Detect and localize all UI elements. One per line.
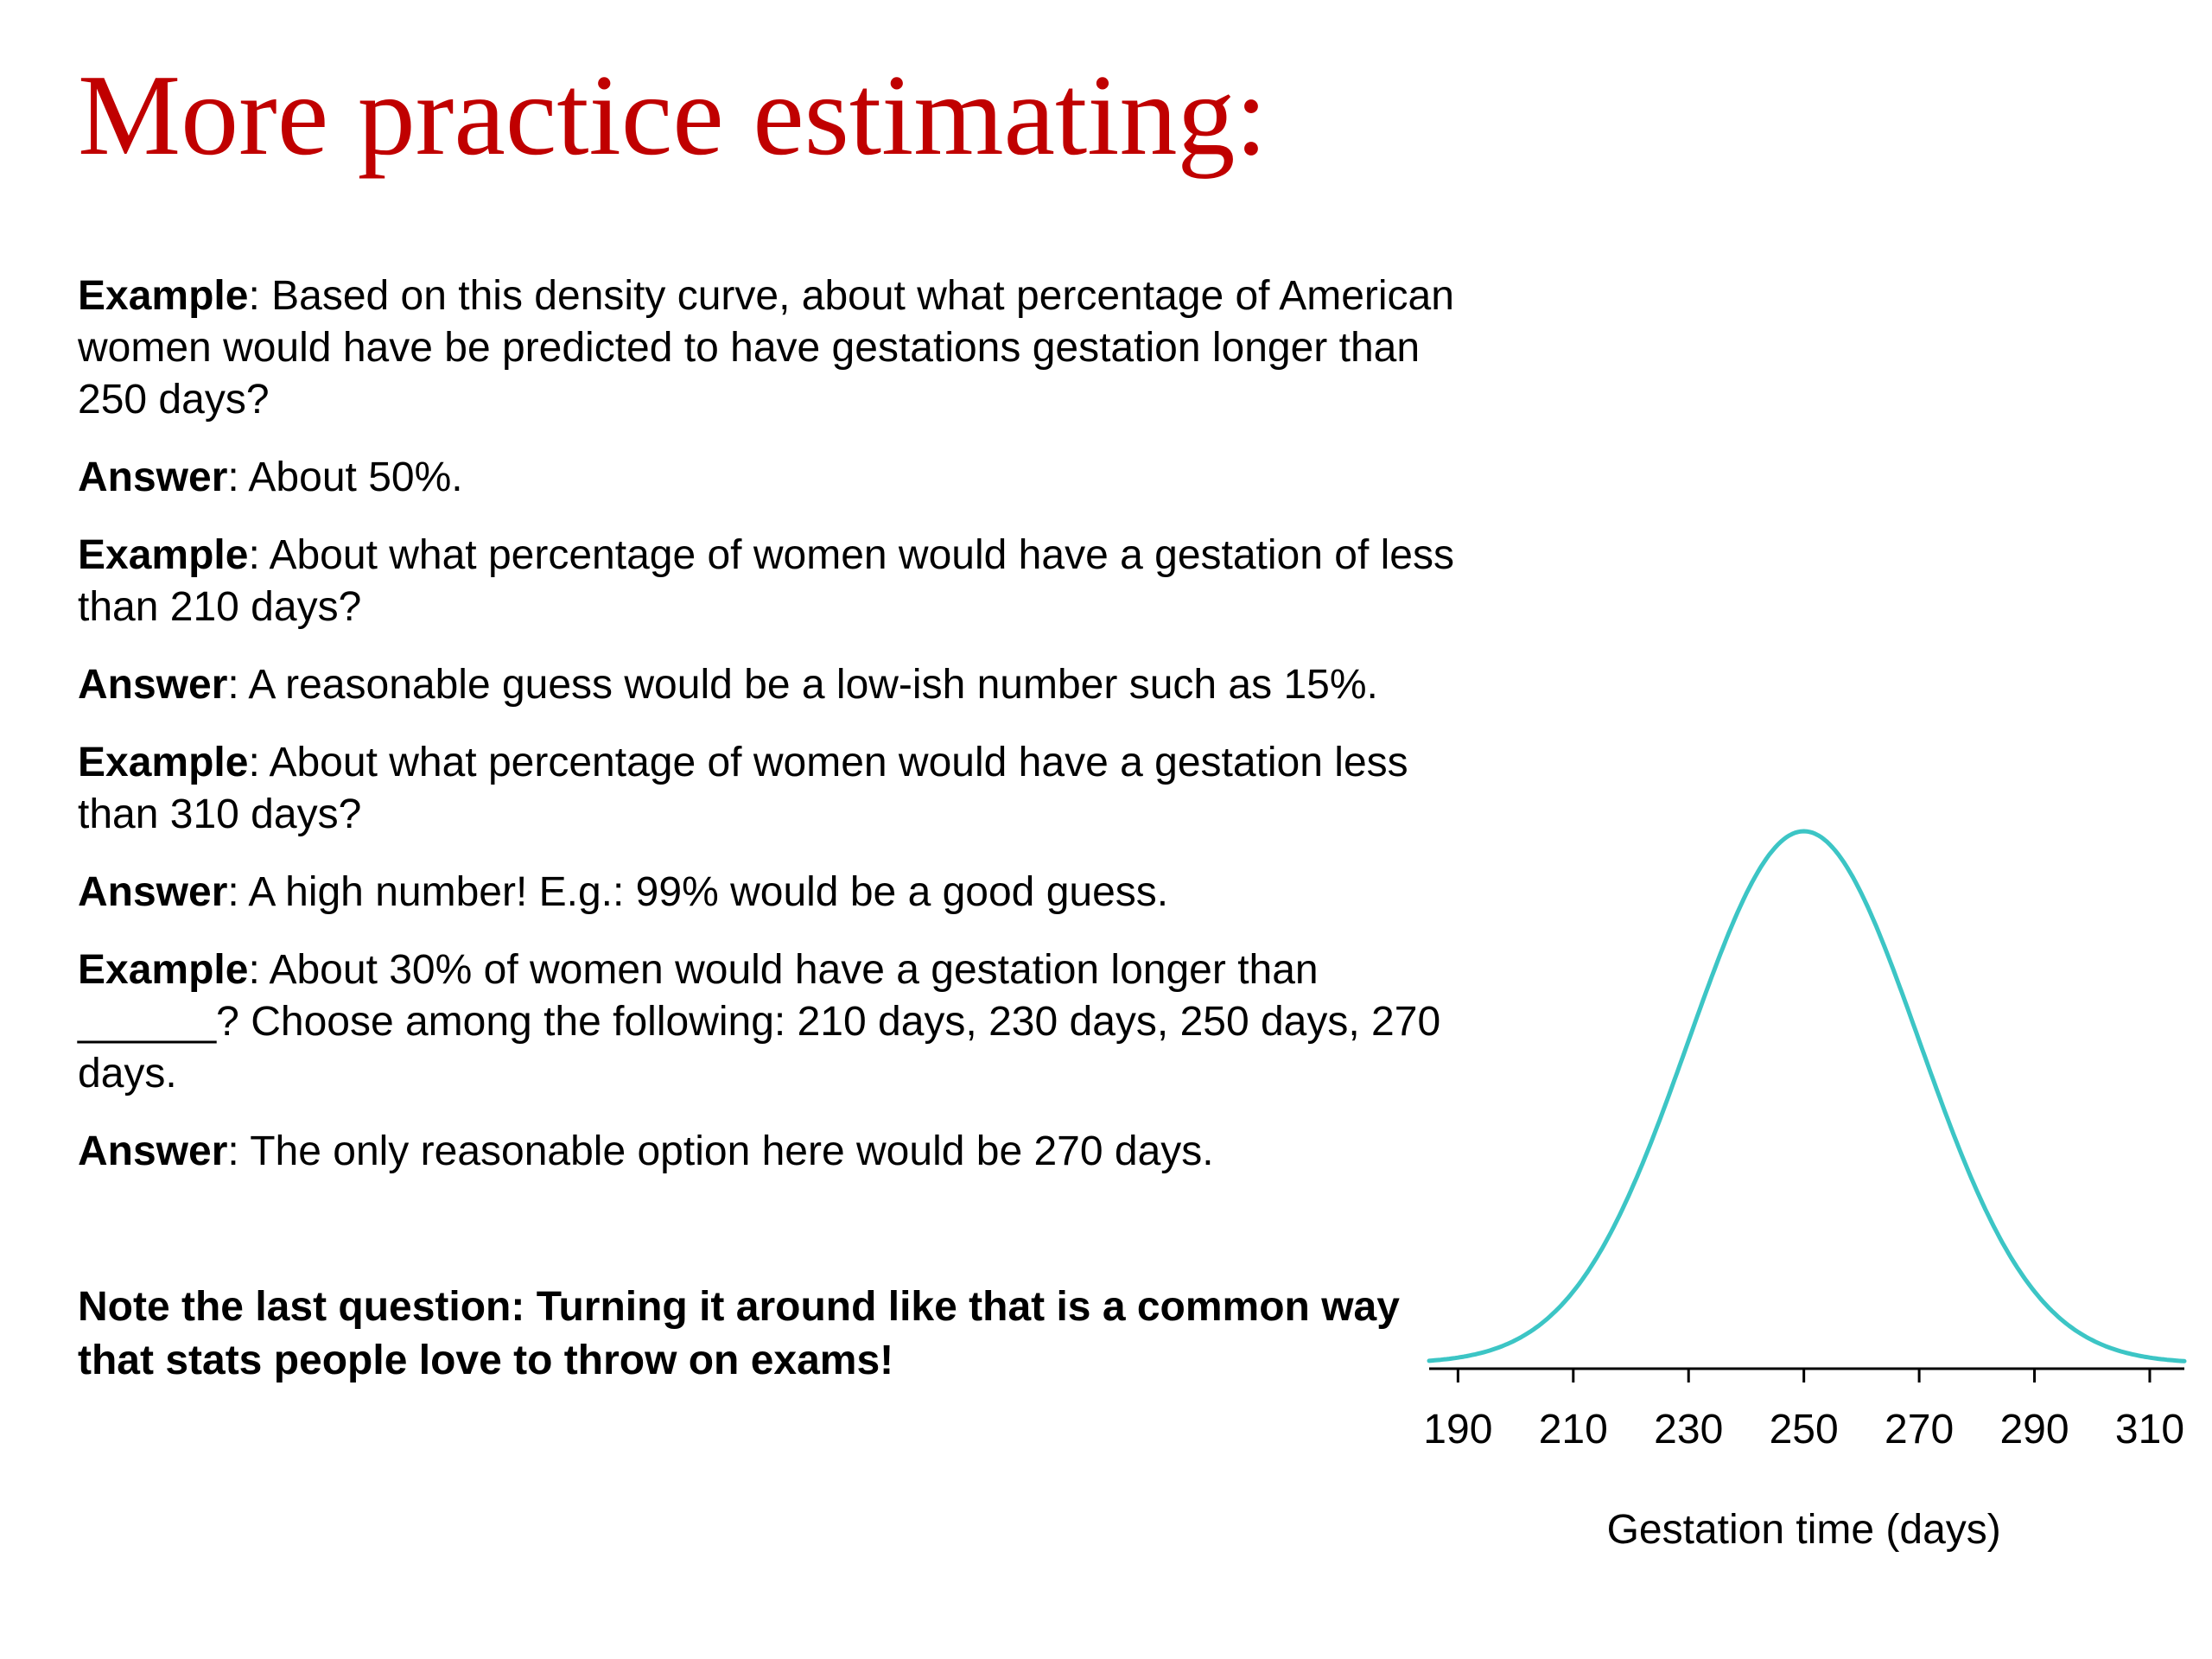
- density-chart: 190 210 230 250 270 290 310 Gestation time (da…: [1417, 812, 2195, 1590]
- answer-3: Answer: A high number! E.g.: 99% would b…: [78, 867, 1460, 918]
- answer-text: : A high number! E.g.: 99% would be a go…: [227, 869, 1169, 915]
- answer-1: Answer: About 50%.: [78, 452, 1460, 504]
- answer-4: Answer: The only reasonable option here …: [78, 1126, 1460, 1178]
- x-tick-label: 230: [1654, 1407, 1723, 1452]
- x-axis-ticks: 190 210 230 250 270 290 310: [1423, 1369, 2184, 1452]
- answer-text: : The only reasonable option here would …: [227, 1128, 1214, 1174]
- answer-label: Answer: [78, 662, 228, 708]
- x-tick-label: 210: [1539, 1407, 1608, 1452]
- example-3: Example: About what percentage of women …: [78, 737, 1460, 841]
- answer-2: Answer: A reasonable guess would be a lo…: [78, 659, 1460, 711]
- answer-label: Answer: [78, 869, 228, 915]
- example-2: Example: About what percentage of women …: [78, 530, 1460, 633]
- qa-list: Example: Based on this density curve, ab…: [78, 270, 1460, 1204]
- example-label: Example: [78, 740, 249, 785]
- answer-label: Answer: [78, 1128, 228, 1174]
- slide-title: More practice estimating:: [78, 51, 1268, 179]
- density-curve: [1427, 829, 2187, 1363]
- exam-note: Note the last question: Turning it aroun…: [78, 1284, 1400, 1383]
- example-4: Example: About 30% of women would have a…: [78, 944, 1460, 1100]
- x-tick-label: 250: [1770, 1407, 1839, 1452]
- example-label: Example: [78, 532, 249, 578]
- answer-text: : About 50%.: [227, 454, 463, 500]
- x-tick-label: 310: [2115, 1407, 2184, 1452]
- x-tick-label: 270: [1885, 1407, 1954, 1452]
- answer-text: : A reasonable guess would be a low-ish …: [227, 662, 1378, 708]
- example-label: Example: [78, 273, 249, 319]
- x-tick-label: 290: [1999, 1407, 2069, 1452]
- x-axis-title: Gestation time (days): [1607, 1507, 2001, 1553]
- example-1: Example: Based on this density curve, ab…: [78, 270, 1460, 426]
- x-tick-label: 190: [1423, 1407, 1492, 1452]
- answer-label: Answer: [78, 454, 228, 500]
- example-text: : About 30% of women would have a gestat…: [78, 947, 1441, 1096]
- example-text: : About what percentage of women would h…: [78, 532, 1454, 630]
- example-text: : About what percentage of women would h…: [78, 740, 1408, 837]
- example-text: : Based on this density curve, about wha…: [78, 273, 1454, 423]
- density-chart-svg: 190 210 230 250 270 290 310 Gestation time (da…: [1423, 829, 2187, 1553]
- example-label: Example: [78, 947, 249, 993]
